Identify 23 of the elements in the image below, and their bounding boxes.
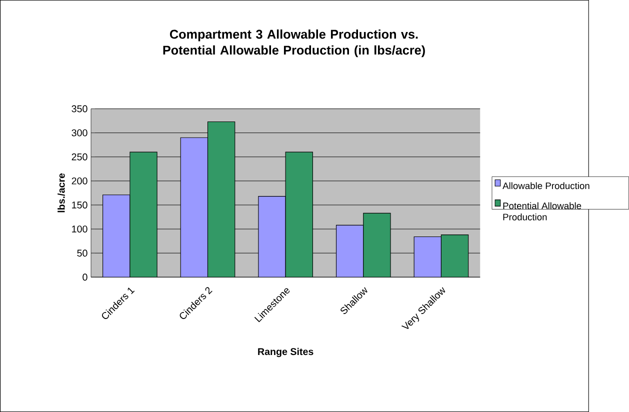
chart-title: Compartment 3 Allowable Production vs. Potential Allowable Production (in lbs/acre) <box>163 29 425 58</box>
y-tick-label: 0 <box>82 274 88 281</box>
y-tick-label: 150 <box>72 201 88 208</box>
x-axis-title: Range Sites <box>258 348 314 358</box>
legend-label: Allowable Production <box>502 182 590 190</box>
legend-label: Potential Allowable Production <box>503 202 582 220</box>
y-tick-label: 50 <box>77 250 88 257</box>
y-tick-label: 300 <box>72 129 88 136</box>
bar <box>414 236 442 278</box>
y-tick-label: 100 <box>72 226 88 232</box>
bar <box>336 224 364 278</box>
y-tick-label: 350 <box>72 105 88 112</box>
y-axis-title: lbs./acre <box>58 173 65 212</box>
y-tick-label: 200 <box>72 177 88 184</box>
bar <box>440 234 469 278</box>
bar <box>363 212 391 278</box>
bar <box>285 152 313 278</box>
bar <box>102 194 130 278</box>
bar <box>130 152 158 278</box>
bar <box>180 137 208 278</box>
y-tick-label: 250 <box>72 153 88 160</box>
bar <box>258 196 286 278</box>
bar <box>207 121 236 278</box>
